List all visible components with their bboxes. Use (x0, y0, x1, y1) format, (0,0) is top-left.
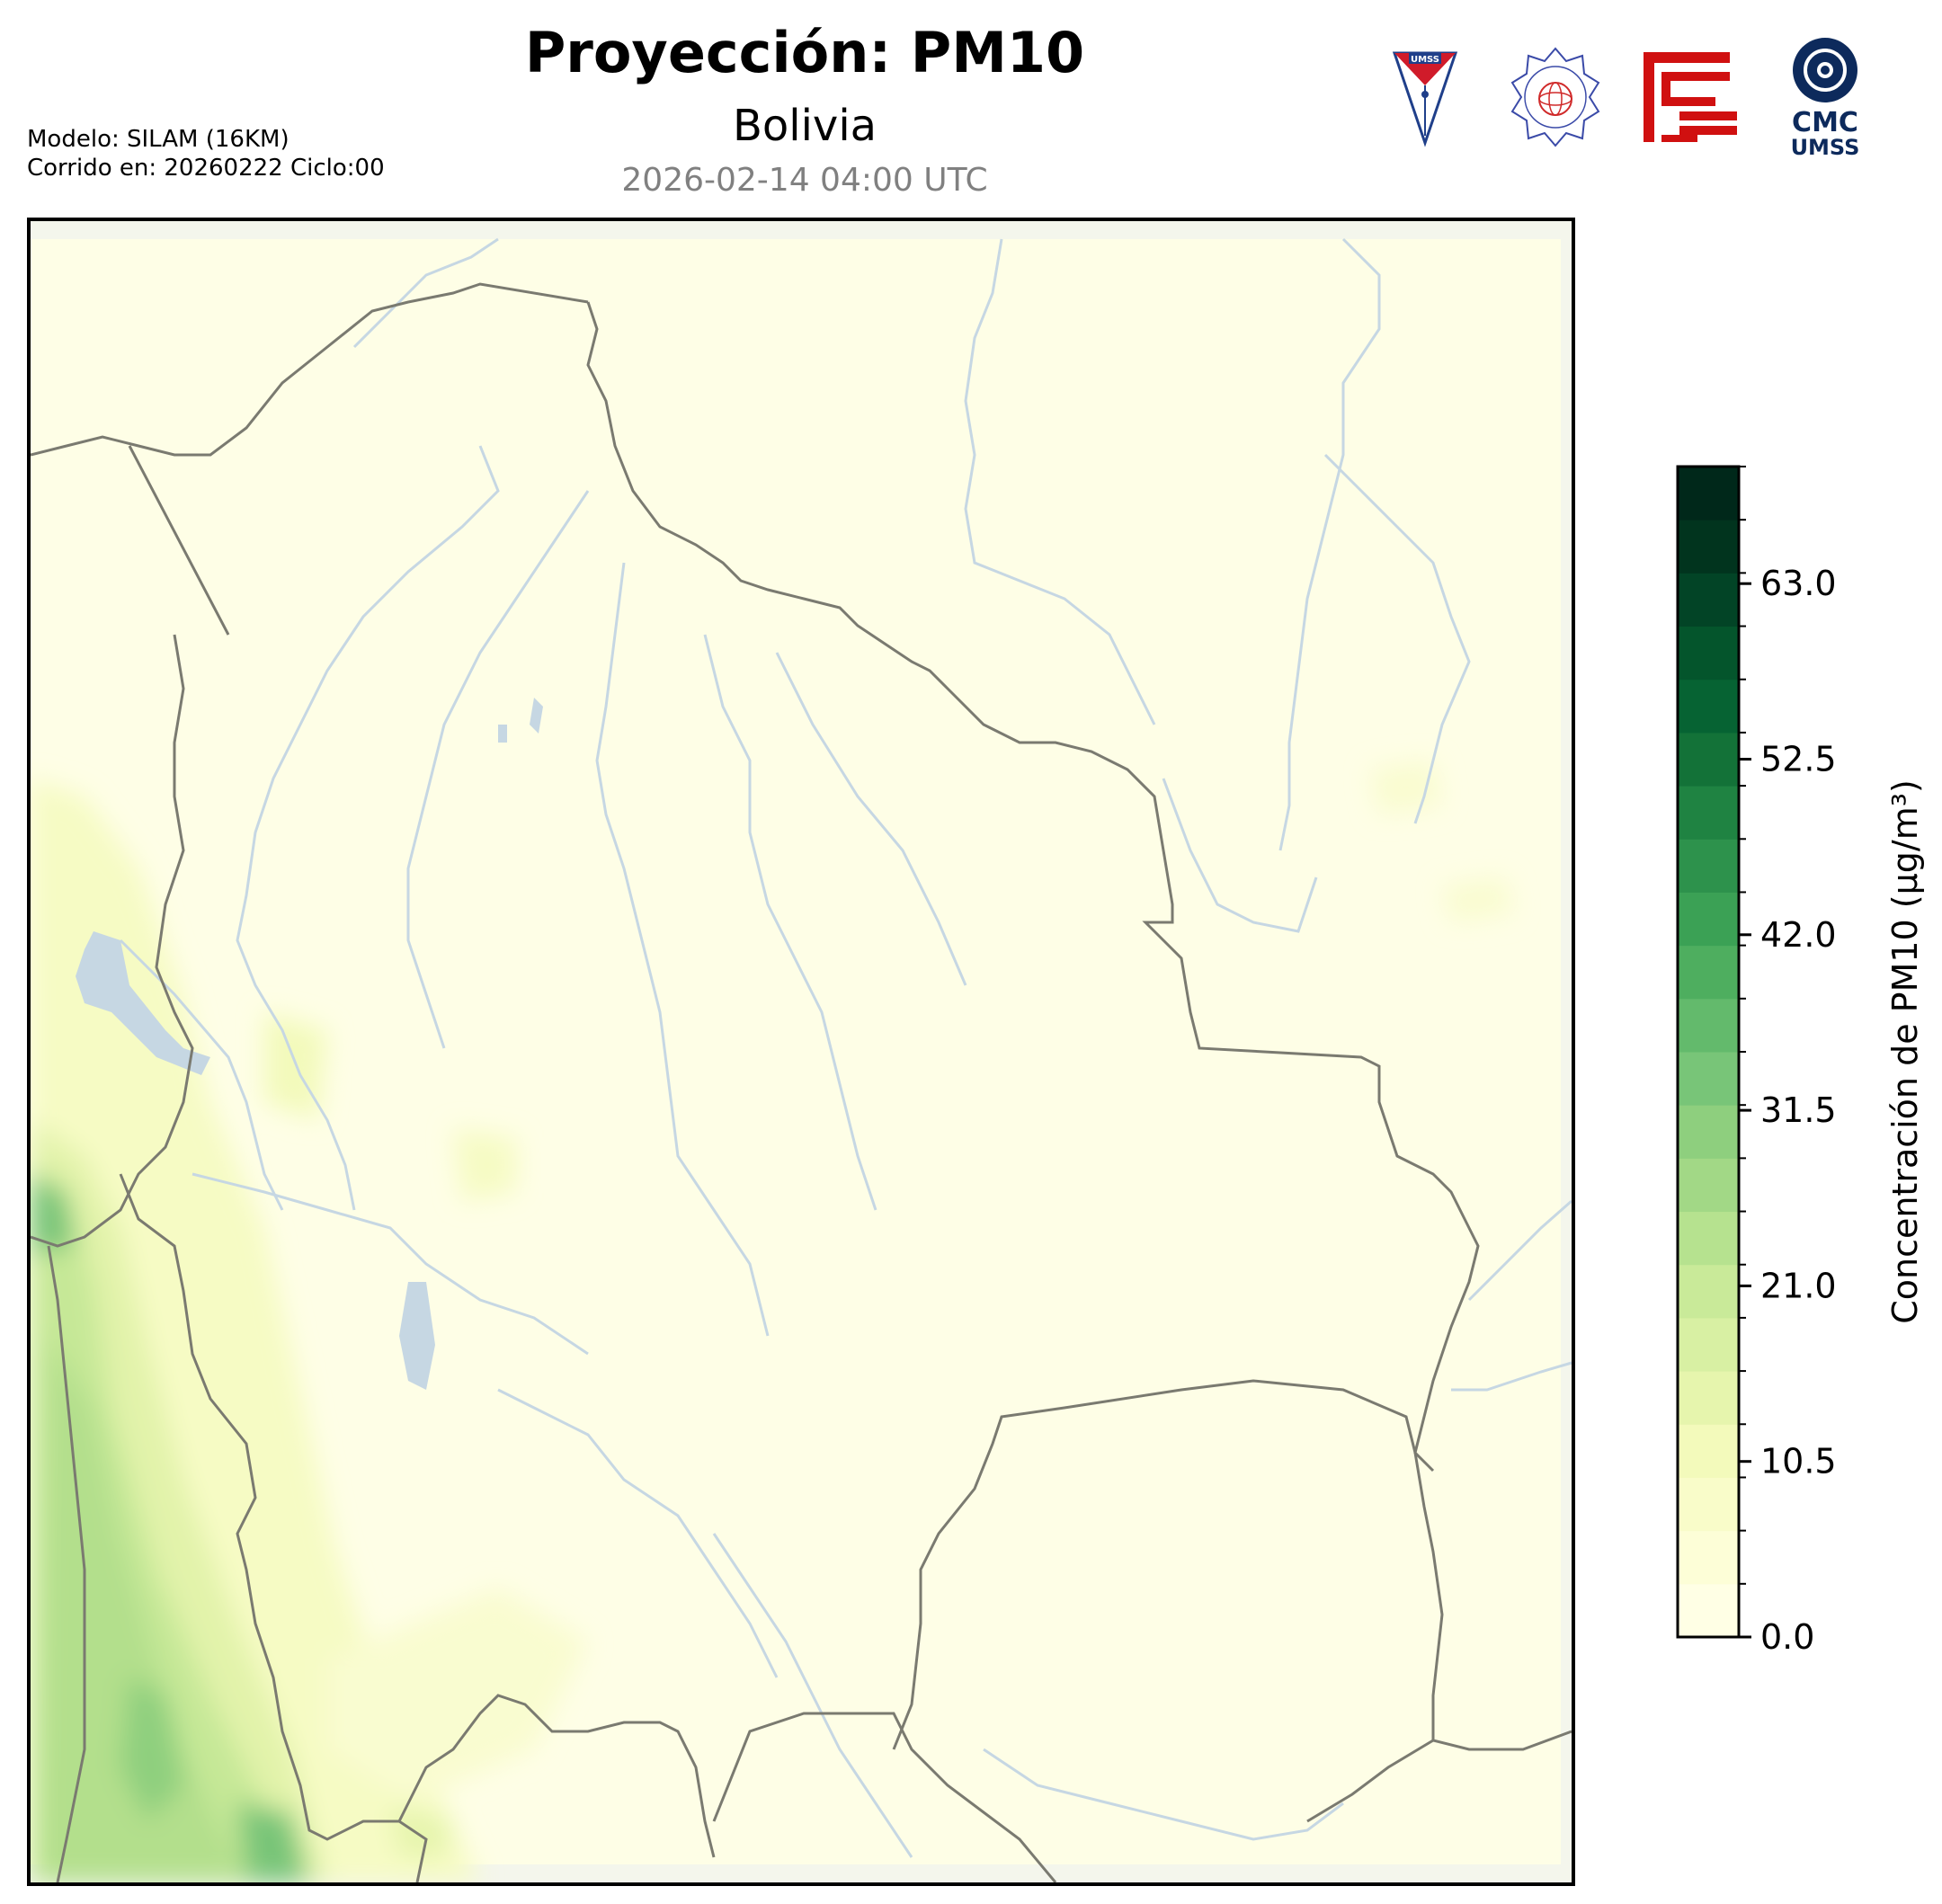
colorbar-segment (1678, 520, 1739, 574)
rivers (119, 237, 1572, 1858)
cmc-umss-logo: CMC UMSS (1791, 38, 1860, 158)
colorbar-segment (1678, 1583, 1739, 1638)
colorbar-segment (1678, 467, 1739, 520)
colorbar-segment (1678, 1317, 1739, 1372)
map-subtitle: Bolivia (732, 101, 877, 151)
map-panel[interactable] (27, 218, 1575, 1886)
umss-shield-logo: UMSS (1392, 51, 1458, 147)
colorbar-tick-label: 63.0 (1760, 564, 1837, 603)
colorbar-tick-label: 21.0 (1760, 1266, 1837, 1305)
colorbar-segment (1678, 1158, 1739, 1213)
colorbar-segment (1678, 1211, 1739, 1266)
red-maze-logo (1644, 52, 1737, 146)
lake-poopo (399, 1282, 435, 1390)
colorbar-segment (1678, 998, 1739, 1053)
colorbar-segment (1678, 839, 1739, 893)
colorbar-tick-label: 0.0 (1760, 1617, 1814, 1657)
colorbar-segment (1678, 679, 1739, 734)
country-borders (31, 282, 1572, 1882)
run-info: Corrido en: 20260222 Ciclo:00 (27, 155, 385, 182)
lakes (76, 698, 543, 1390)
colorbar-tick-label: 31.5 (1760, 1090, 1837, 1130)
colorbar-segment (1678, 1052, 1739, 1106)
colorbar-segment (1678, 626, 1739, 681)
pm10-concentration-field (31, 761, 1514, 1882)
svg-text:CMC: CMC (1792, 107, 1858, 138)
colorbar-segment (1678, 892, 1739, 947)
colorbar-segment (1678, 786, 1739, 840)
departamento-fisica-seal (1510, 47, 1600, 147)
colorbar-segment (1678, 1264, 1739, 1319)
colorbar: 0.0 10.5 21.0 31.5 42.0 52.5 63.0 Concentració… (1676, 465, 1925, 1657)
colorbar-segment (1678, 945, 1739, 1000)
colorbar-ticks: 0.0 10.5 21.0 31.5 42.0 52.5 63.0 (1739, 466, 1837, 1657)
colorbar-segment (1678, 1530, 1739, 1585)
colorbar-segments (1678, 467, 1739, 1638)
colorbar-tick-label: 10.5 (1760, 1442, 1837, 1481)
colorbar-label: Concentración de PM10 (μg/m³) (1885, 779, 1925, 1324)
colorbar-tick-label: 52.5 (1760, 740, 1837, 779)
colorbar-segment (1678, 1477, 1739, 1532)
lake-titicaca (76, 931, 210, 1075)
colorbar-segment (1678, 573, 1739, 627)
map-canvas (31, 221, 1572, 1882)
map-title: Proyección: PM10 (524, 20, 1085, 85)
forecast-timestamp: 2026-02-14 04:00 UTC (621, 162, 988, 199)
colorbar-segment (1678, 732, 1739, 787)
svg-text:UMSS: UMSS (1791, 135, 1860, 158)
colorbar-segment (1678, 1105, 1739, 1159)
colorbar-segment (1678, 1371, 1739, 1425)
colorbar-segment (1678, 1424, 1739, 1478)
model-info: Modelo: SILAM (16KM) (27, 126, 290, 153)
svg-text:UMSS: UMSS (1411, 55, 1439, 65)
colorbar-tick-label: 42.0 (1760, 915, 1837, 955)
